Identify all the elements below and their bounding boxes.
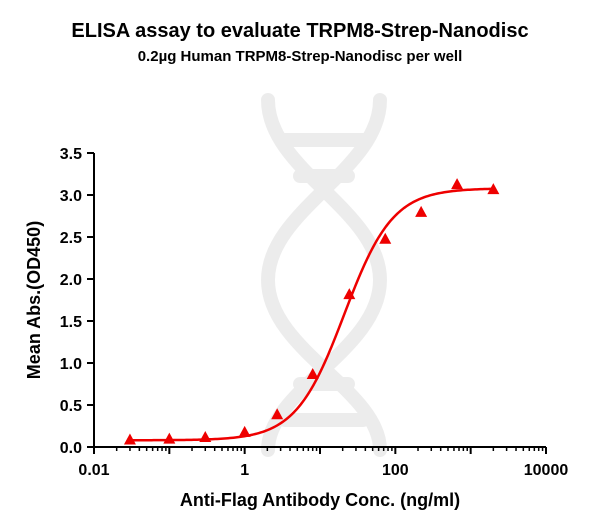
data-point (271, 408, 284, 420)
data-point (379, 232, 392, 244)
y-tick-label: 1.5 (60, 314, 82, 331)
watermark-logo (260, 93, 388, 457)
data-points (123, 178, 500, 445)
y-tick-label: 3.0 (60, 188, 82, 205)
data-point (163, 432, 176, 444)
x-tick-label: 100 (382, 462, 409, 479)
y-tick-label: 2.0 (60, 272, 82, 289)
data-point (343, 288, 356, 300)
x-tick-label: 1 (240, 462, 249, 479)
y-tick-label: 0.0 (60, 440, 82, 457)
y-ticks: 0.0 0.5 1.0 1.5 2.0 2.5 3.0 3.5 (60, 146, 94, 457)
data-point (123, 433, 136, 445)
y-axis-label: Mean Abs.(OD450) (24, 221, 44, 379)
data-point (487, 183, 500, 195)
watermark-strand-right (260, 93, 387, 457)
x-tick-label: 0.01 (78, 462, 109, 479)
data-point (199, 430, 212, 442)
chart-title: ELISA assay to evaluate TRPM8-Strep-Nano… (71, 20, 529, 42)
chart-subtitle: 0.2µg Human TRPM8-Strep-Nanodisc per wel… (137, 48, 463, 65)
y-tick-label: 3.5 (60, 146, 82, 163)
data-point (238, 425, 251, 437)
data-point (415, 205, 428, 217)
data-point (451, 178, 464, 190)
y-tick-label: 2.5 (60, 230, 82, 247)
x-tick-label: 10000 (524, 462, 569, 479)
y-tick-label: 1.0 (60, 356, 82, 373)
fit-curve (129, 187, 494, 442)
x-axis-label: Anti-Flag Antibody Conc. (ng/ml) (180, 490, 460, 510)
data-point (306, 367, 319, 379)
y-tick-label: 0.5 (60, 398, 82, 415)
x-ticks: 0.01 1 100 10000 (78, 447, 568, 479)
watermark-strand-left (261, 93, 388, 457)
